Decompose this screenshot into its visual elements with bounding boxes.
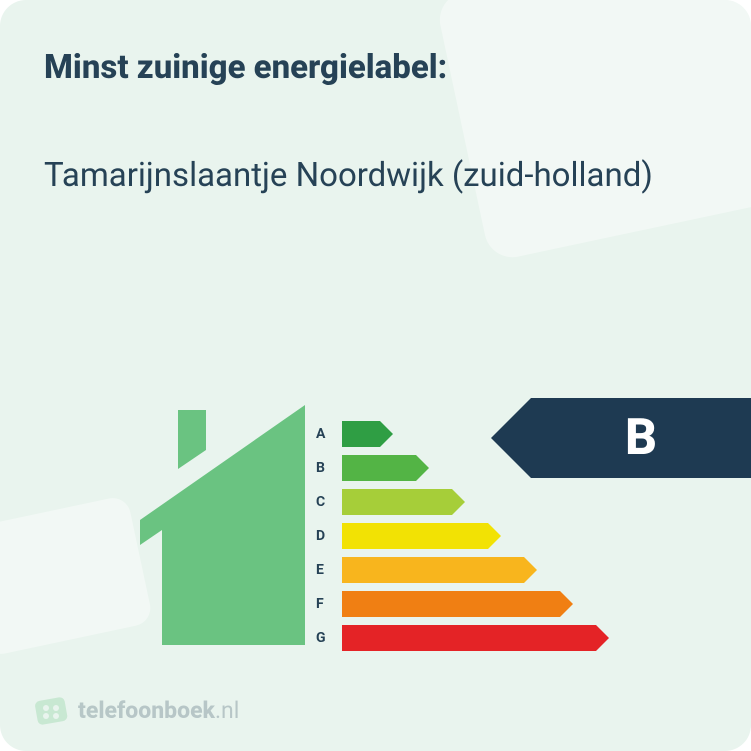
grade-bar bbox=[342, 557, 524, 583]
brand-tld: .nl bbox=[215, 697, 239, 724]
card-title: Minst zuinige energielabel: bbox=[44, 48, 707, 87]
brand-bold: telefoonboek bbox=[78, 697, 215, 724]
grade-row-c: C bbox=[316, 487, 596, 517]
selected-grade-letter: B bbox=[625, 409, 657, 467]
house-icon bbox=[140, 405, 305, 655]
grade-label: D bbox=[316, 528, 332, 544]
grade-label: A bbox=[316, 426, 332, 442]
grade-row-d: D bbox=[316, 521, 596, 551]
grade-bar bbox=[342, 523, 488, 549]
brand-icon bbox=[34, 693, 68, 727]
energy-label-card: Minst zuinige energielabel: Tamarijnslaa… bbox=[0, 0, 751, 751]
grade-row-e: E bbox=[316, 555, 596, 585]
card-subtitle: Tamarijnslaantje Noordwijk (zuid-holland… bbox=[44, 155, 707, 196]
grade-bar bbox=[342, 455, 416, 481]
watermark-shape bbox=[435, 0, 751, 262]
grade-bar bbox=[342, 591, 560, 617]
grade-bar bbox=[342, 489, 452, 515]
watermark-shape bbox=[0, 495, 154, 658]
grade-label: C bbox=[316, 494, 332, 510]
grade-bar bbox=[342, 625, 596, 651]
footer-brand: telefoonboek.nl bbox=[34, 693, 239, 727]
grade-label: B bbox=[316, 460, 332, 476]
grade-bar bbox=[342, 421, 380, 447]
grade-row-f: F bbox=[316, 589, 596, 619]
brand-text: telefoonboek.nl bbox=[78, 697, 239, 724]
grade-row-g: G bbox=[316, 623, 596, 653]
grade-label: G bbox=[316, 630, 332, 646]
grade-label: F bbox=[316, 596, 332, 612]
selected-grade-tag: B bbox=[531, 398, 751, 478]
grade-label: E bbox=[316, 562, 332, 578]
